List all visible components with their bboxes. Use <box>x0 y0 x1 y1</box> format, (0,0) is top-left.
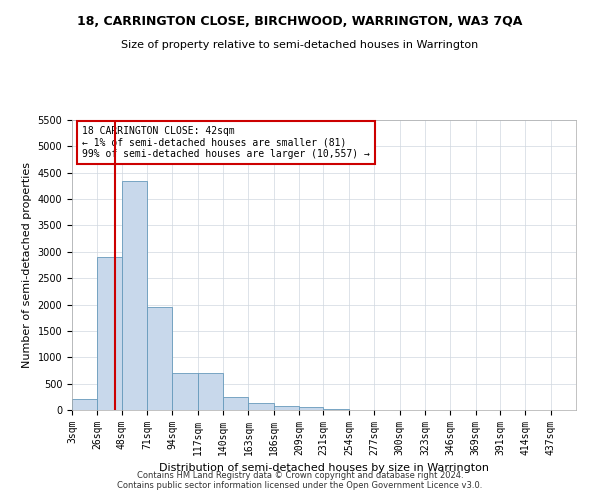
Text: 18, CARRINGTON CLOSE, BIRCHWOOD, WARRINGTON, WA3 7QA: 18, CARRINGTON CLOSE, BIRCHWOOD, WARRING… <box>77 15 523 28</box>
Bar <box>172 373 198 410</box>
Bar <box>274 406 299 410</box>
Text: 18 CARRINGTON CLOSE: 42sqm
← 1% of semi-detached houses are smaller (81)
99% of : 18 CARRINGTON CLOSE: 42sqm ← 1% of semi-… <box>82 126 370 159</box>
Bar <box>122 180 147 410</box>
Y-axis label: Number of semi-detached properties: Number of semi-detached properties <box>22 162 32 368</box>
Bar <box>72 400 97 410</box>
Bar <box>223 397 248 410</box>
Bar <box>97 257 122 410</box>
Bar <box>147 307 172 410</box>
Bar <box>299 408 323 410</box>
Bar <box>248 404 274 410</box>
Text: Size of property relative to semi-detached houses in Warrington: Size of property relative to semi-detach… <box>121 40 479 50</box>
X-axis label: Distribution of semi-detached houses by size in Warrington: Distribution of semi-detached houses by … <box>159 464 489 473</box>
Bar <box>323 409 349 410</box>
Bar <box>198 373 223 410</box>
Text: Contains HM Land Registry data © Crown copyright and database right 2024.
Contai: Contains HM Land Registry data © Crown c… <box>118 470 482 490</box>
